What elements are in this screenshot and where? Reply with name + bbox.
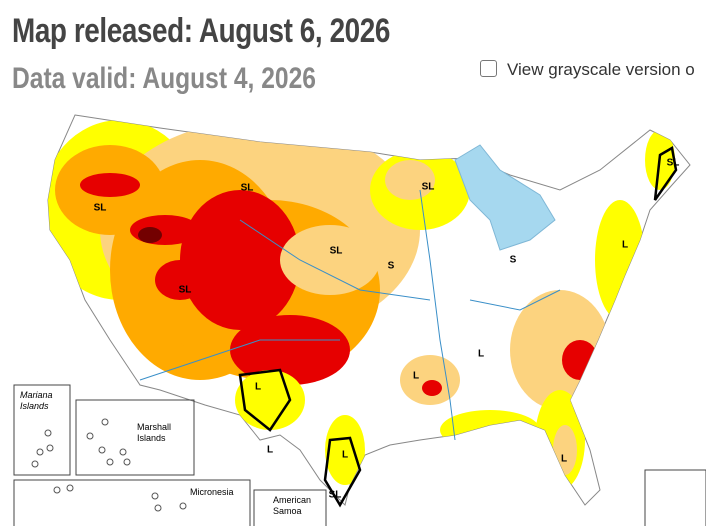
impact-label: L bbox=[478, 349, 484, 360]
subtitle: Data valid: August 4, 2026 bbox=[12, 62, 316, 95]
impact-label: SL bbox=[179, 285, 192, 296]
impact-label: S bbox=[510, 255, 517, 266]
toggle-label[interactable]: View grayscale version o bbox=[507, 60, 695, 79]
inset-label: Micronesia bbox=[190, 487, 234, 497]
inset-label: Marshall Islands bbox=[137, 422, 171, 443]
grayscale-toggle[interactable]: View grayscale version o bbox=[480, 60, 706, 80]
title: Map released: August 6, 2026 bbox=[12, 12, 390, 50]
impact-label: L bbox=[413, 371, 419, 382]
checkbox[interactable] bbox=[480, 60, 497, 77]
impact-label: SL bbox=[94, 203, 107, 214]
impact-label: SL bbox=[667, 158, 680, 169]
insets bbox=[13, 384, 706, 526]
inset-label: Mariana Islands bbox=[20, 390, 53, 411]
impact-label: L bbox=[267, 445, 273, 456]
impact-label: SL bbox=[329, 490, 342, 501]
impact-label: L bbox=[255, 382, 261, 393]
impact-label: L bbox=[342, 450, 348, 461]
impact-label: SL bbox=[330, 246, 343, 257]
impact-label: SL bbox=[241, 183, 254, 194]
impact-label: SL bbox=[422, 182, 435, 193]
drought-map: SL SL SL SL S S SL L L L L SL L L SL L Mariana Islands M… bbox=[13, 114, 706, 526]
impact-label: L bbox=[622, 240, 628, 251]
map-body bbox=[47, 114, 691, 508]
impact-label: S bbox=[388, 261, 395, 272]
inset-label: American Samoa bbox=[273, 495, 311, 516]
impact-label: L bbox=[561, 454, 567, 465]
